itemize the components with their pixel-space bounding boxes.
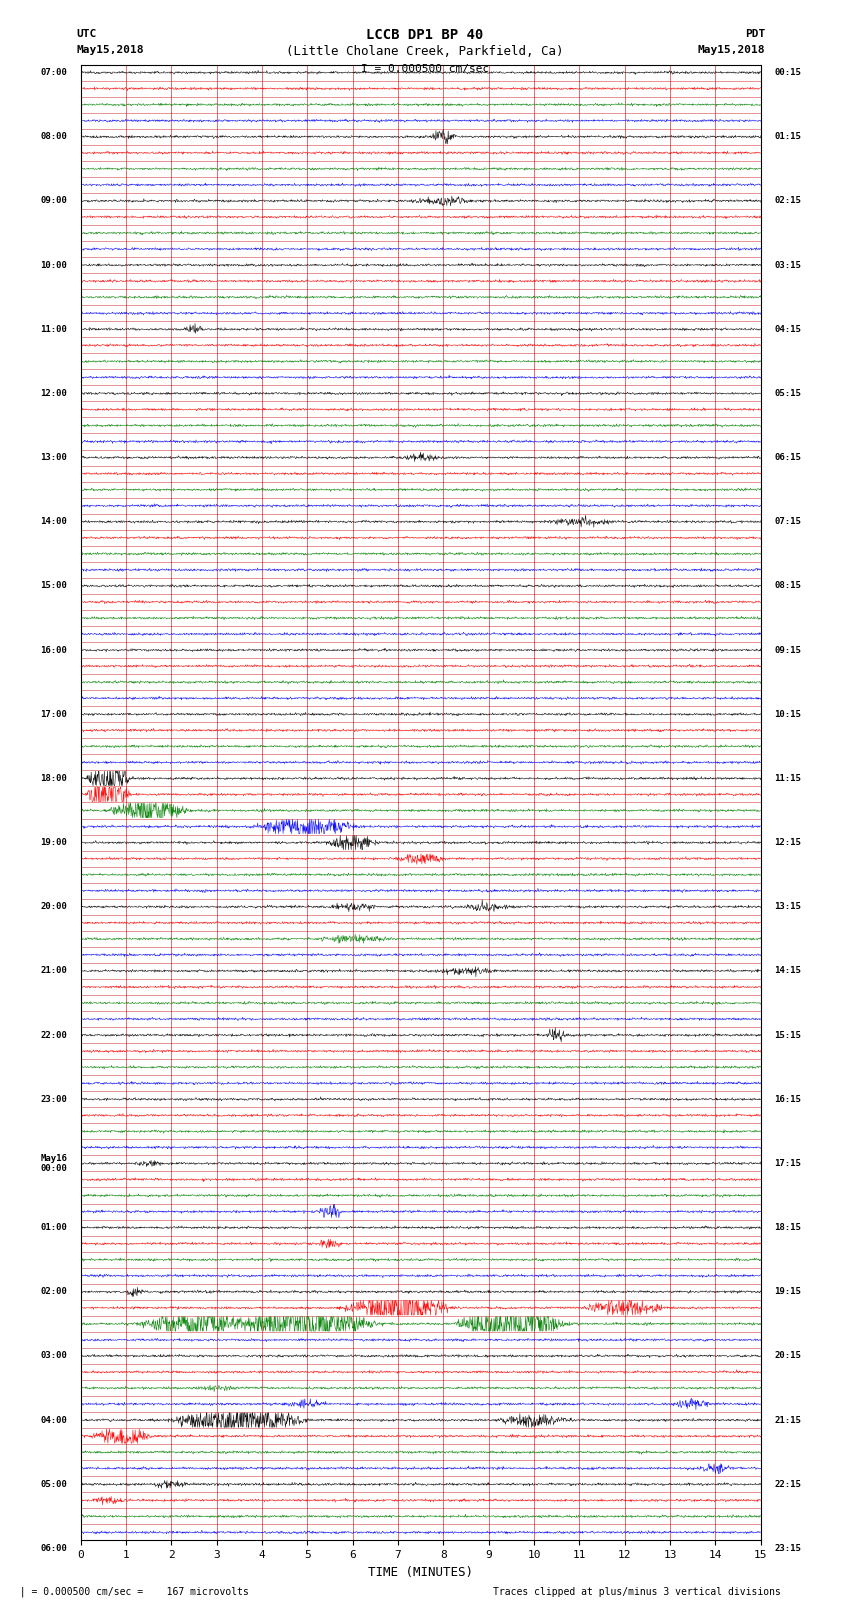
Text: 11:00: 11:00 xyxy=(40,324,67,334)
Text: 01:00: 01:00 xyxy=(40,1223,67,1232)
Text: 06:15: 06:15 xyxy=(774,453,802,461)
Text: | = 0.000500 cm/sec =    167 microvolts: | = 0.000500 cm/sec = 167 microvolts xyxy=(8,1586,249,1597)
Text: 21:15: 21:15 xyxy=(774,1416,802,1424)
Text: Traces clipped at plus/minus 3 vertical divisions: Traces clipped at plus/minus 3 vertical … xyxy=(493,1587,781,1597)
Text: 11:15: 11:15 xyxy=(774,774,802,782)
Text: LCCB DP1 BP 40: LCCB DP1 BP 40 xyxy=(366,27,484,42)
Text: 23:15: 23:15 xyxy=(774,1544,802,1553)
Text: 18:15: 18:15 xyxy=(774,1223,802,1232)
Text: 22:00: 22:00 xyxy=(40,1031,67,1040)
Text: 21:00: 21:00 xyxy=(40,966,67,976)
Text: 17:15: 17:15 xyxy=(774,1158,802,1168)
Text: 15:00: 15:00 xyxy=(40,581,67,590)
Text: 12:00: 12:00 xyxy=(40,389,67,398)
Text: May15,2018: May15,2018 xyxy=(698,45,765,55)
Text: 09:15: 09:15 xyxy=(774,645,802,655)
Text: 19:15: 19:15 xyxy=(774,1287,802,1297)
Text: May16: May16 xyxy=(40,1155,67,1163)
Text: 16:15: 16:15 xyxy=(774,1095,802,1103)
Text: (Little Cholane Creek, Parkfield, Ca): (Little Cholane Creek, Parkfield, Ca) xyxy=(286,45,564,58)
Text: 08:00: 08:00 xyxy=(40,132,67,142)
Text: 06:00: 06:00 xyxy=(40,1544,67,1553)
Text: 05:00: 05:00 xyxy=(40,1479,67,1489)
Text: 23:00: 23:00 xyxy=(40,1095,67,1103)
Text: 08:15: 08:15 xyxy=(774,581,802,590)
Text: 05:15: 05:15 xyxy=(774,389,802,398)
Text: 14:15: 14:15 xyxy=(774,966,802,976)
Text: 04:00: 04:00 xyxy=(40,1416,67,1424)
Text: 02:15: 02:15 xyxy=(774,197,802,205)
Text: 22:15: 22:15 xyxy=(774,1479,802,1489)
Text: May15,2018: May15,2018 xyxy=(76,45,144,55)
Text: UTC: UTC xyxy=(76,29,97,39)
Text: 17:00: 17:00 xyxy=(40,710,67,719)
Text: 01:15: 01:15 xyxy=(774,132,802,142)
Text: PDT: PDT xyxy=(745,29,765,39)
Text: 07:00: 07:00 xyxy=(40,68,67,77)
Text: 14:00: 14:00 xyxy=(40,518,67,526)
Text: 13:00: 13:00 xyxy=(40,453,67,461)
Text: 10:00: 10:00 xyxy=(40,261,67,269)
Text: 09:00: 09:00 xyxy=(40,197,67,205)
Text: 10:15: 10:15 xyxy=(774,710,802,719)
Text: 03:15: 03:15 xyxy=(774,261,802,269)
Text: 20:15: 20:15 xyxy=(774,1352,802,1360)
Text: 02:00: 02:00 xyxy=(40,1287,67,1297)
Text: 18:00: 18:00 xyxy=(40,774,67,782)
Text: 13:15: 13:15 xyxy=(774,902,802,911)
Text: 12:15: 12:15 xyxy=(774,839,802,847)
Text: 03:00: 03:00 xyxy=(40,1352,67,1360)
Text: 04:15: 04:15 xyxy=(774,324,802,334)
Text: 15:15: 15:15 xyxy=(774,1031,802,1040)
Text: 00:00: 00:00 xyxy=(40,1163,67,1173)
X-axis label: TIME (MINUTES): TIME (MINUTES) xyxy=(368,1566,473,1579)
Text: 19:00: 19:00 xyxy=(40,839,67,847)
Text: 20:00: 20:00 xyxy=(40,902,67,911)
Text: 00:15: 00:15 xyxy=(774,68,802,77)
Text: 16:00: 16:00 xyxy=(40,645,67,655)
Text: I = 0.000500 cm/sec: I = 0.000500 cm/sec xyxy=(361,65,489,74)
Text: 07:15: 07:15 xyxy=(774,518,802,526)
